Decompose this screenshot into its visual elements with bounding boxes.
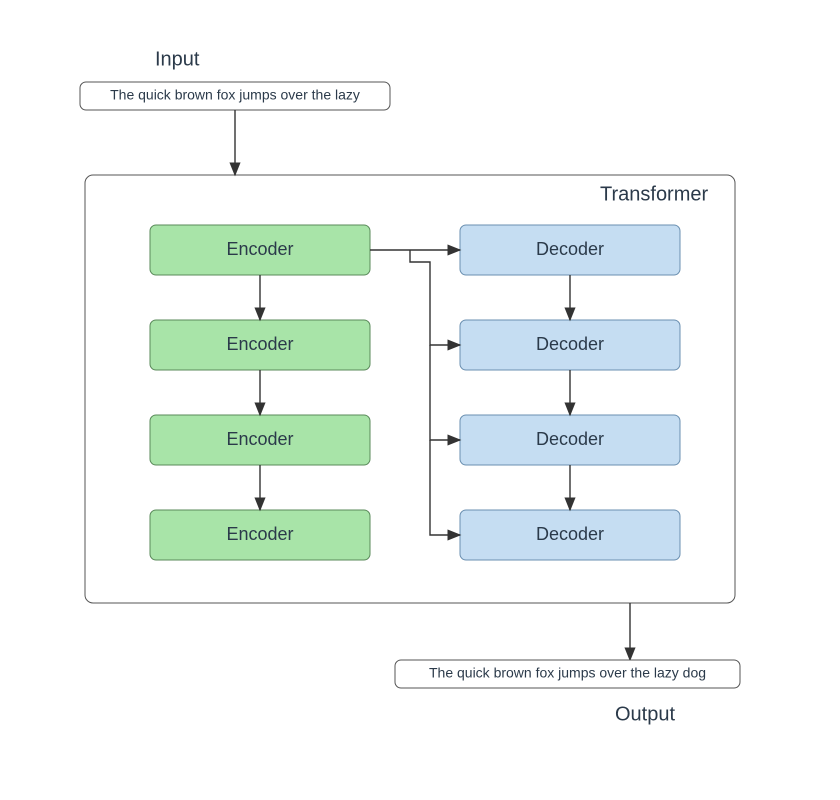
output-title: Output (615, 703, 675, 725)
output-text: The quick brown fox jumps over the lazy … (429, 665, 706, 681)
decoder-label-1: Decoder (536, 334, 604, 354)
transformer-title: Transformer (600, 183, 709, 205)
input-text: The quick brown fox jumps over the lazy (110, 87, 360, 103)
decoder-label-2: Decoder (536, 429, 604, 449)
encoder-label-2: Encoder (226, 429, 293, 449)
encoder-label-1: Encoder (226, 334, 293, 354)
input-title: Input (155, 48, 200, 70)
decoder-label-0: Decoder (536, 239, 604, 259)
transformer-diagram: Input The quick brown fox jumps over the … (0, 0, 840, 800)
encoder-label-0: Encoder (226, 239, 293, 259)
decoder-label-3: Decoder (536, 524, 604, 544)
encoder-label-3: Encoder (226, 524, 293, 544)
